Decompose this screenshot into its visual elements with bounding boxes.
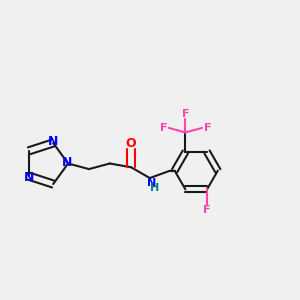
Text: N: N xyxy=(147,178,156,188)
Text: H: H xyxy=(150,183,159,193)
Text: F: F xyxy=(204,123,211,133)
Text: O: O xyxy=(126,137,136,150)
Text: F: F xyxy=(203,205,211,215)
Text: F: F xyxy=(182,110,189,119)
Text: N: N xyxy=(61,155,72,169)
Text: N: N xyxy=(24,171,34,184)
Text: N: N xyxy=(48,135,58,148)
Text: F: F xyxy=(160,123,167,133)
